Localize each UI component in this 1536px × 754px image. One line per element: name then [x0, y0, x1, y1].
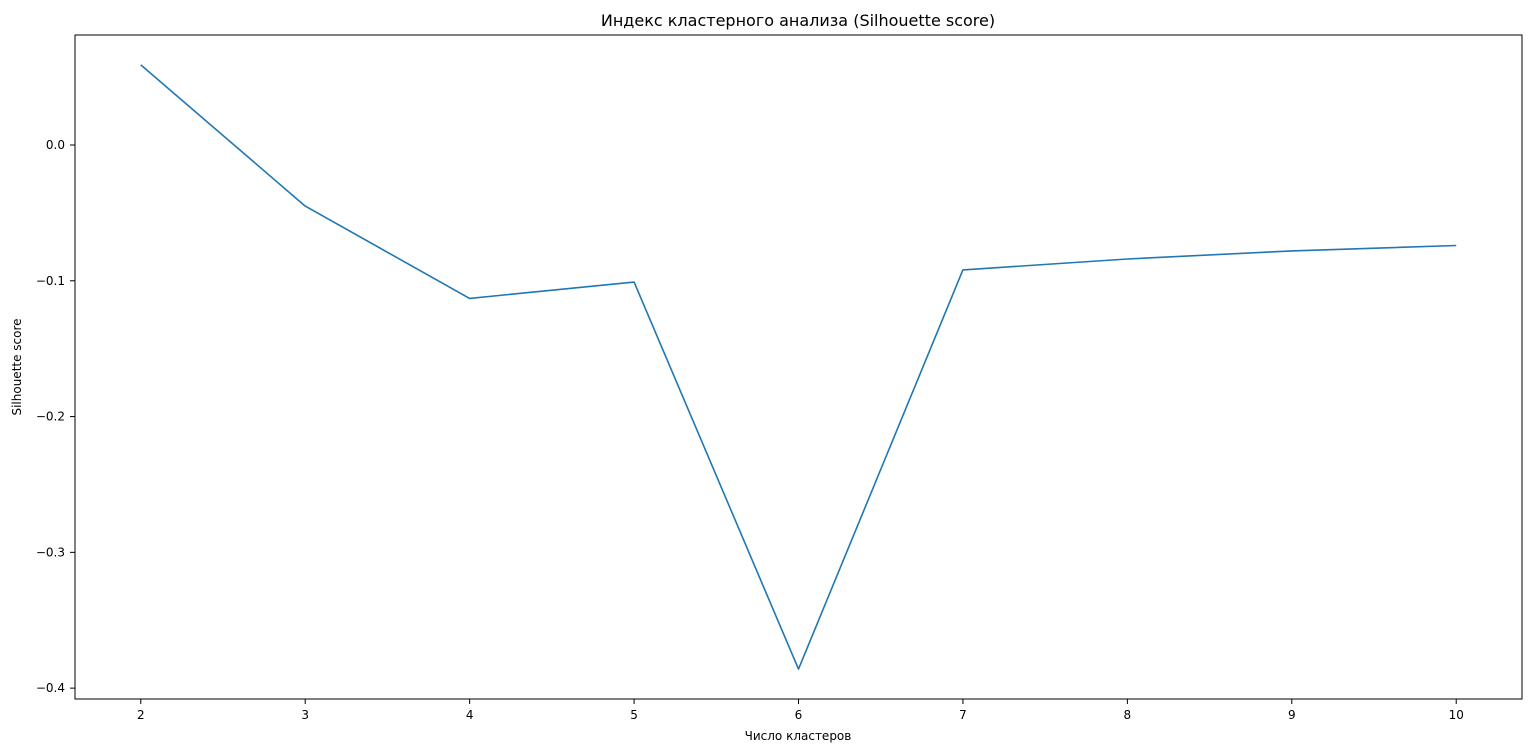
x-tick-label: 8 [1124, 708, 1132, 722]
y-tick-label: −0.1 [36, 274, 65, 288]
y-axis-label: Silhouette score [10, 318, 24, 415]
x-tick-label: 10 [1449, 708, 1464, 722]
x-tick-label: 2 [137, 708, 145, 722]
series-line [140, 64, 1457, 670]
y-axis-ticks: 0.0 −0.1 −0.2 −0.3 −0.4 [36, 138, 75, 695]
y-tick-label: −0.3 [36, 545, 65, 559]
x-tick-label: 4 [466, 708, 474, 722]
y-tick-label: −0.4 [36, 681, 65, 695]
x-tick-label: 6 [795, 708, 803, 722]
x-tick-label: 9 [1288, 708, 1296, 722]
x-axis-ticks: 2 3 4 5 6 7 8 9 10 [137, 699, 1464, 722]
x-axis-label: Число кластеров [745, 729, 852, 743]
y-tick-label: −0.2 [36, 410, 65, 424]
series-layer [140, 64, 1457, 670]
y-tick-label: 0.0 [46, 138, 65, 152]
plot-frame [74, 34, 1523, 700]
x-tick-label: 5 [630, 708, 638, 722]
x-tick-label: 7 [959, 708, 967, 722]
x-tick-label: 3 [301, 708, 309, 722]
chart-title: Индекс кластерного анализа (Silhouette s… [601, 11, 995, 30]
